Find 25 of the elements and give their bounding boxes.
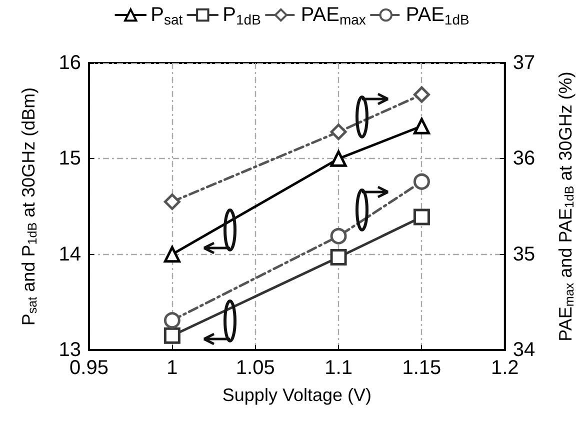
y-tick-label: 14 [58, 243, 81, 266]
y2-tick-label: 37 [512, 52, 536, 74]
y-axis-title: Psat and P1dB at 30GHz (dBm) [18, 87, 40, 326]
x-tick-label: 1.05 [236, 357, 275, 379]
x-tick-label: 1.1 [324, 357, 352, 379]
point [413, 118, 430, 134]
y2-tick-label: 36 [512, 148, 536, 170]
point [330, 150, 347, 167]
y2-tick-label: 35 [512, 243, 536, 266]
point [330, 124, 347, 140]
point [413, 208, 430, 226]
x-tick-label: 1 [166, 357, 178, 379]
x-axis-title: Supply Voltage (V) [222, 385, 372, 405]
point [164, 246, 180, 263]
point [164, 193, 180, 210]
point [164, 312, 180, 329]
y-tick-label: 16 [58, 52, 81, 74]
point [413, 86, 430, 103]
point [330, 228, 347, 244]
point [330, 248, 347, 266]
y-tick-label: 15 [58, 148, 81, 170]
y2-axis-title: PAEmax and PAE1dB at 30GHz (%) [555, 72, 576, 342]
x-tick-label: 1.15 [402, 357, 442, 379]
point [164, 327, 180, 344]
point [413, 173, 430, 190]
